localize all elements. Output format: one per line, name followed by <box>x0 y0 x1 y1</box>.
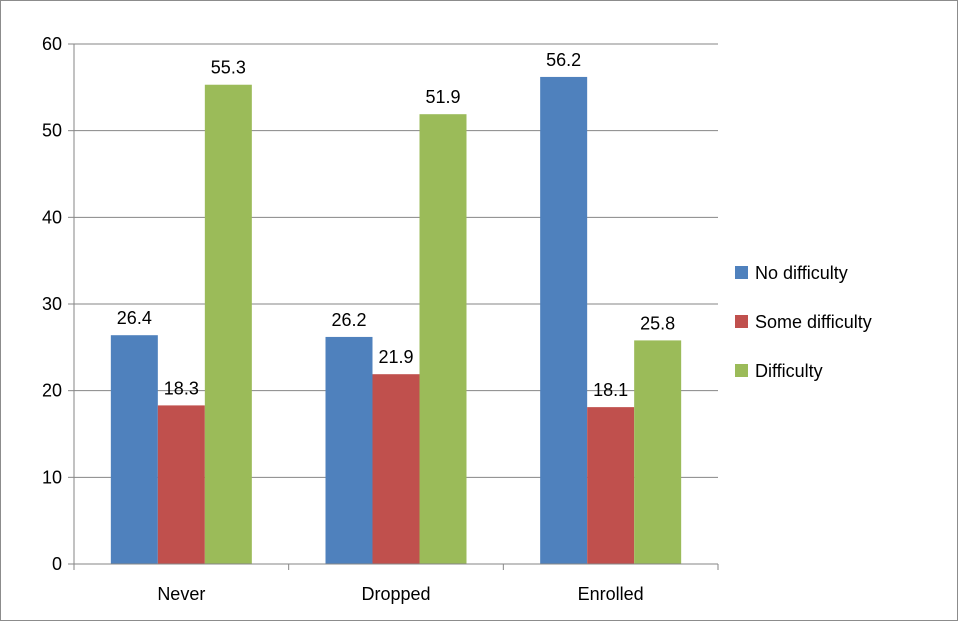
data-label-enrolled-some-difficulty: 18.1 <box>593 380 628 400</box>
legend-label-no-difficulty: No difficulty <box>755 263 848 283</box>
bar-enrolled-no-difficulty <box>540 76 588 564</box>
bar-never-some-difficulty <box>157 405 205 564</box>
y-tick-label-10: 10 <box>42 467 62 487</box>
bar-dropped-no-difficulty <box>325 336 373 564</box>
data-label-never-some-difficulty: 18.3 <box>164 378 199 398</box>
x-tick-label-enrolled: Enrolled <box>578 584 644 604</box>
data-label-enrolled-no-difficulty: 56.2 <box>546 50 581 70</box>
bar-enrolled-some-difficulty <box>587 407 635 564</box>
legend-label-some-difficulty: Some difficulty <box>755 312 872 332</box>
x-tick-label-dropped: Dropped <box>361 584 430 604</box>
data-label-dropped-difficulty: 51.9 <box>425 87 460 107</box>
data-labels: 26.4 18.3 55.3 26.2 21.9 51.9 56.2 18.1 25.8 <box>117 50 675 400</box>
y-tick-label-50: 50 <box>42 121 62 141</box>
bar-dropped-some-difficulty <box>372 374 420 564</box>
data-label-enrolled-difficulty: 25.8 <box>640 313 675 333</box>
y-tick-label-30: 30 <box>42 294 62 314</box>
axes: 0 10 20 30 40 50 60 Never Dropped Enrolled <box>42 34 719 604</box>
data-label-dropped-some-difficulty: 21.9 <box>378 347 413 367</box>
y-tick-label-40: 40 <box>42 207 62 227</box>
bars <box>110 76 682 564</box>
bar-enrolled-difficulty <box>634 340 682 564</box>
bar-never-difficulty <box>204 84 252 564</box>
bar-dropped-difficulty <box>419 114 467 564</box>
x-tick-label-never: Never <box>157 584 205 604</box>
bar-never-no-difficulty <box>110 335 158 564</box>
data-label-never-difficulty: 55.3 <box>211 58 246 78</box>
legend-label-difficulty: Difficulty <box>755 361 823 381</box>
legend-swatch-difficulty <box>735 364 748 377</box>
y-tick-label-0: 0 <box>52 554 62 574</box>
y-tick-label-60: 60 <box>42 34 62 54</box>
legend-swatch-some-difficulty <box>735 315 748 328</box>
data-label-never-no-difficulty: 26.4 <box>117 308 152 328</box>
legend: No difficulty Some difficulty Difficulty <box>735 263 872 381</box>
legend-swatch-no-difficulty <box>735 266 748 279</box>
y-tick-label-20: 20 <box>42 381 62 401</box>
data-label-dropped-no-difficulty: 26.2 <box>331 310 366 330</box>
